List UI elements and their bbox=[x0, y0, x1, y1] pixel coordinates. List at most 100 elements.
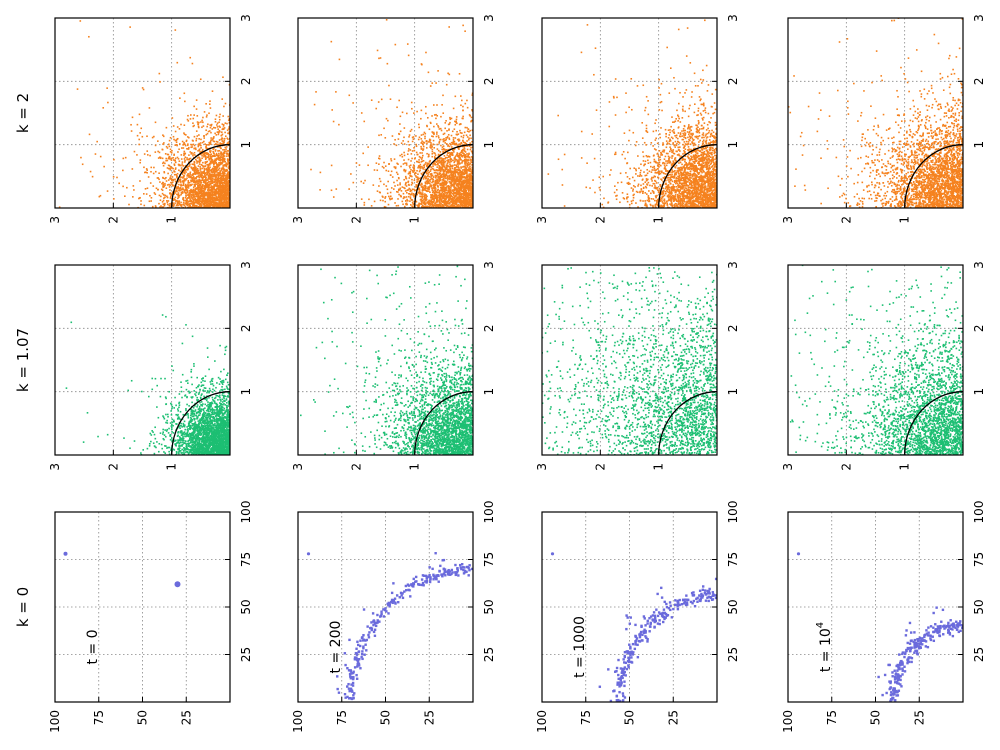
point bbox=[420, 182, 423, 185]
point bbox=[185, 178, 187, 181]
tick-label-right: 1 bbox=[239, 141, 253, 149]
point bbox=[449, 159, 452, 161]
point bbox=[227, 204, 229, 207]
point bbox=[186, 168, 189, 170]
point bbox=[211, 160, 214, 163]
point bbox=[207, 179, 209, 181]
point bbox=[454, 170, 456, 173]
point bbox=[419, 167, 422, 169]
point bbox=[206, 194, 209, 197]
point bbox=[386, 192, 389, 195]
point bbox=[211, 182, 214, 184]
point bbox=[227, 172, 229, 174]
point bbox=[182, 187, 184, 189]
point bbox=[434, 204, 436, 206]
point bbox=[185, 139, 188, 142]
point bbox=[420, 172, 423, 175]
point bbox=[403, 151, 405, 154]
point bbox=[194, 167, 197, 169]
point bbox=[199, 192, 202, 195]
point bbox=[180, 158, 183, 160]
point bbox=[423, 202, 425, 205]
point bbox=[190, 153, 193, 155]
point bbox=[213, 186, 215, 188]
point bbox=[464, 204, 466, 207]
point bbox=[215, 176, 217, 179]
point bbox=[411, 178, 413, 181]
point bbox=[390, 187, 393, 189]
point bbox=[198, 142, 200, 145]
point bbox=[228, 166, 230, 169]
point bbox=[471, 94, 473, 96]
point bbox=[187, 176, 190, 178]
point bbox=[446, 194, 448, 196]
point bbox=[164, 194, 167, 197]
point bbox=[437, 126, 440, 128]
point bbox=[396, 184, 399, 186]
point bbox=[178, 128, 181, 130]
point bbox=[220, 188, 223, 191]
point bbox=[187, 174, 190, 177]
point bbox=[197, 198, 200, 201]
point bbox=[186, 194, 189, 196]
point bbox=[310, 168, 312, 171]
point bbox=[211, 179, 214, 182]
point bbox=[398, 177, 400, 180]
point bbox=[192, 194, 194, 196]
point bbox=[423, 164, 425, 167]
point bbox=[190, 143, 192, 146]
point bbox=[461, 193, 464, 195]
point bbox=[443, 182, 446, 185]
point bbox=[139, 132, 141, 134]
point bbox=[377, 157, 380, 160]
point bbox=[410, 169, 412, 171]
point bbox=[190, 203, 193, 205]
point bbox=[432, 176, 435, 178]
point bbox=[423, 203, 426, 206]
point bbox=[221, 192, 223, 195]
point bbox=[461, 169, 464, 171]
point bbox=[404, 169, 407, 172]
point bbox=[451, 175, 453, 178]
point bbox=[212, 205, 215, 207]
point bbox=[187, 182, 189, 184]
point bbox=[165, 126, 168, 129]
point bbox=[176, 137, 179, 140]
point bbox=[420, 142, 423, 144]
point bbox=[113, 158, 115, 161]
point bbox=[469, 167, 472, 170]
point bbox=[211, 190, 214, 193]
point bbox=[217, 131, 220, 133]
point bbox=[440, 169, 442, 171]
point bbox=[223, 199, 226, 201]
point bbox=[212, 163, 215, 166]
point bbox=[207, 202, 209, 205]
point bbox=[462, 204, 465, 206]
point bbox=[204, 205, 206, 207]
point bbox=[148, 200, 151, 203]
point bbox=[162, 186, 164, 189]
point bbox=[466, 180, 469, 182]
point bbox=[206, 183, 208, 186]
point bbox=[470, 160, 472, 162]
point bbox=[206, 156, 209, 159]
point bbox=[415, 135, 417, 137]
point bbox=[154, 170, 157, 173]
point bbox=[438, 168, 441, 171]
point bbox=[186, 188, 188, 191]
point bbox=[448, 186, 451, 188]
point bbox=[425, 140, 428, 142]
point bbox=[453, 182, 456, 185]
point bbox=[222, 157, 224, 160]
point bbox=[412, 138, 415, 140]
point bbox=[464, 151, 467, 153]
point bbox=[433, 161, 435, 164]
point bbox=[444, 122, 447, 124]
point bbox=[154, 193, 157, 196]
point bbox=[432, 178, 435, 181]
point bbox=[442, 173, 444, 176]
point bbox=[213, 143, 216, 146]
point bbox=[187, 120, 190, 122]
point bbox=[173, 203, 175, 206]
point bbox=[194, 191, 197, 194]
